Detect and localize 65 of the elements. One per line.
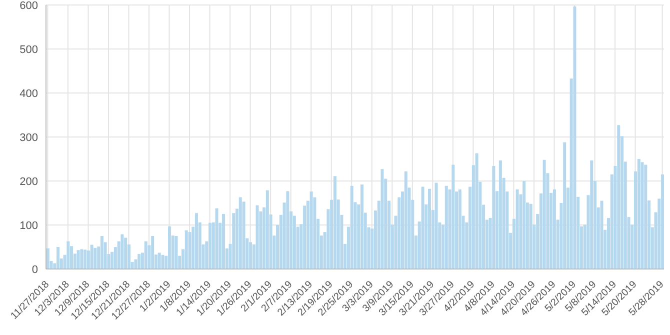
bar <box>238 197 242 269</box>
bar <box>522 181 526 269</box>
bar <box>333 176 336 269</box>
bar <box>458 189 462 269</box>
bar <box>350 186 354 269</box>
bar <box>215 208 218 269</box>
bar <box>66 241 70 269</box>
bar <box>100 236 104 269</box>
bar <box>590 160 594 269</box>
bar <box>208 222 212 269</box>
bar <box>310 192 313 269</box>
bar <box>404 171 408 269</box>
bar <box>542 160 546 269</box>
y-tick-label: 0 <box>32 264 38 276</box>
bar <box>94 248 97 269</box>
bar <box>563 142 566 269</box>
bar <box>249 242 252 269</box>
bar <box>498 160 502 269</box>
y-tick-label: 600 <box>20 0 38 12</box>
bar <box>516 189 519 269</box>
bar <box>124 238 128 269</box>
y-tick-label: 100 <box>20 220 38 232</box>
y-tick-label: 400 <box>20 88 38 100</box>
bar <box>184 230 188 269</box>
bar <box>360 184 364 269</box>
bar <box>158 252 161 269</box>
bar <box>286 191 290 269</box>
bar <box>600 200 604 269</box>
bar <box>421 186 424 269</box>
bar <box>90 244 94 269</box>
bar <box>256 205 259 269</box>
bar <box>292 216 296 269</box>
bar <box>84 250 87 269</box>
y-tick-label: 200 <box>20 176 38 188</box>
bar <box>640 162 644 269</box>
bar <box>452 164 455 269</box>
bar <box>266 190 269 269</box>
bar <box>661 174 664 269</box>
bar <box>168 226 171 269</box>
bar <box>76 250 80 269</box>
bar <box>120 234 124 269</box>
bar <box>222 214 226 269</box>
bar <box>46 248 50 269</box>
bar <box>444 186 448 269</box>
bar <box>552 189 556 269</box>
bar <box>138 254 141 269</box>
bar <box>144 241 148 269</box>
bar <box>380 169 384 269</box>
bar <box>617 125 620 269</box>
bar <box>529 204 532 269</box>
y-tick-label: 500 <box>20 44 38 56</box>
bar <box>492 166 496 269</box>
bar <box>428 188 432 269</box>
bar <box>80 249 84 269</box>
bar <box>194 213 198 269</box>
bar <box>475 153 478 269</box>
y-tick-label: 300 <box>20 132 38 144</box>
bar <box>434 182 438 269</box>
bar <box>174 236 178 269</box>
bar <box>637 159 640 269</box>
bar <box>161 254 164 269</box>
bar <box>242 202 246 269</box>
bar <box>56 247 60 269</box>
bar <box>151 236 154 269</box>
bar <box>644 164 648 269</box>
